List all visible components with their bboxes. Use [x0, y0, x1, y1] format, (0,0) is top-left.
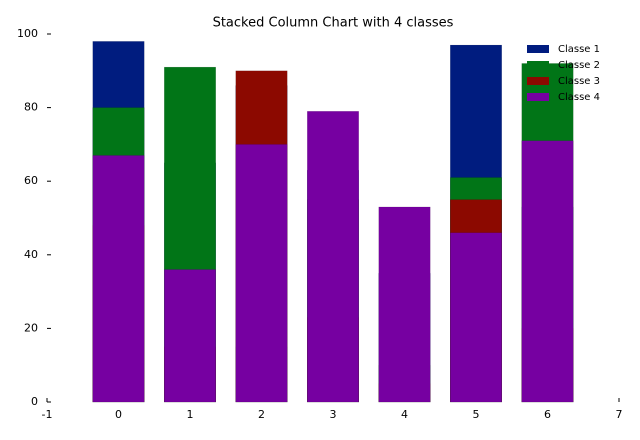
legend-label: Classe 4 — [558, 92, 600, 103]
bar — [235, 144, 288, 403]
x-tick-label: 6 — [544, 408, 551, 421]
legend-swatch — [527, 77, 549, 85]
y-tick-label: 100 — [17, 27, 38, 40]
legend-swatch — [527, 93, 549, 101]
y-tick-label: 80 — [24, 101, 38, 114]
x-tick-label: 2 — [258, 408, 265, 421]
chart-title: Stacked Column Chart with 4 classes — [213, 16, 454, 31]
legend-label: Classe 3 — [558, 76, 600, 87]
legend-label: Classe 1 — [558, 44, 600, 55]
legend-label: Classe 2 — [558, 60, 600, 71]
x-tick-label: 7 — [616, 408, 623, 421]
x-tick-label: -1 — [42, 408, 53, 421]
bar — [92, 155, 145, 403]
x-tick-label: 1 — [187, 408, 194, 421]
y-tick-label: 60 — [24, 174, 38, 187]
bar — [378, 206, 431, 403]
x-tick-label: 3 — [330, 408, 337, 421]
bar — [307, 111, 359, 403]
x-tick-label: 0 — [115, 408, 122, 421]
x-tick-label: 5 — [473, 408, 480, 421]
y-tick-label: 20 — [24, 321, 38, 334]
bar — [450, 232, 502, 403]
legend-swatch — [527, 45, 549, 53]
y-tick-label: 0 — [31, 395, 38, 408]
y-tick-label: 40 — [24, 248, 38, 261]
bar — [164, 269, 216, 403]
x-tick-label: 4 — [401, 408, 408, 421]
legend-swatch — [527, 61, 549, 69]
bar — [521, 140, 574, 403]
